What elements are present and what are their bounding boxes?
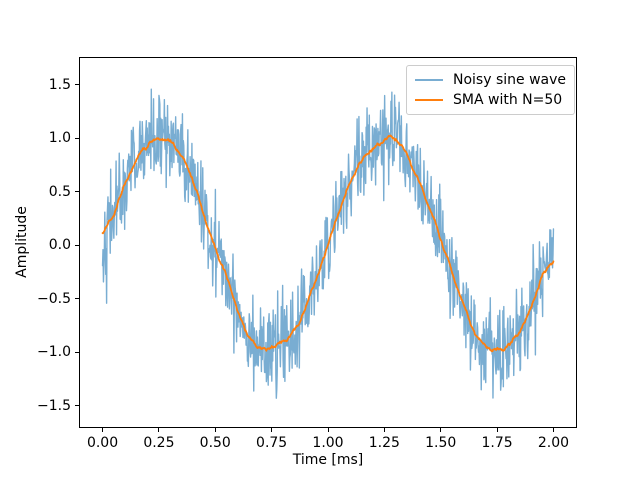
y-tick-label: −0.5 <box>37 290 71 307</box>
x-tick-label: 0.75 <box>256 435 288 451</box>
x-tick-mark <box>214 428 216 432</box>
y-tick-mark <box>75 191 79 193</box>
legend-item-noisy-sine: Noisy sine wave <box>415 70 566 90</box>
x-tick-mark <box>383 428 385 432</box>
legend-item-sma: SMA with N=50 <box>415 90 566 110</box>
chart-canvas <box>80 58 576 427</box>
legend: Noisy sine wave SMA with N=50 <box>406 65 576 115</box>
x-tick-mark <box>496 428 498 432</box>
x-tick-label: 1.75 <box>481 435 513 451</box>
y-tick-mark <box>75 137 79 139</box>
x-tick-mark <box>102 428 104 432</box>
x-tick-label: 0.50 <box>199 435 231 451</box>
y-axis-label: Amplitude <box>14 206 30 278</box>
y-tick-label: −1.0 <box>37 344 71 361</box>
y-tick-mark <box>75 405 79 407</box>
x-tick-mark <box>440 428 442 432</box>
y-tick-label: 1.0 <box>48 130 71 147</box>
y-tick-label: 0.0 <box>48 237 71 254</box>
sma-line-swatch <box>415 99 443 101</box>
x-tick-label: 0.00 <box>86 435 119 451</box>
y-tick-label: −1.5 <box>37 397 71 414</box>
plot-area: 0.00 0.25 0.50 0.75 1.00 1.25 1.50 1.75 2.00 1.5 1… <box>37 57 577 451</box>
x-tick-mark <box>271 428 273 432</box>
x-tick-label: 0.25 <box>143 435 175 451</box>
y-tick-mark <box>75 84 79 86</box>
y-tick-mark <box>75 244 79 246</box>
x-tick-mark <box>552 428 554 432</box>
x-tick-label: 1.25 <box>368 435 400 451</box>
x-tick-label: 1.00 <box>312 435 344 451</box>
legend-label-noisy-sine: Noisy sine wave <box>453 72 567 88</box>
y-tick-label: 1.5 <box>48 76 71 93</box>
y-tick-mark <box>75 351 79 353</box>
y-tick-mark <box>75 298 79 300</box>
x-axis-label: Time [ms] <box>292 452 364 468</box>
noisy-sine-line-swatch <box>415 79 443 81</box>
x-tick-mark <box>158 428 160 432</box>
y-tick-label: 0.5 <box>48 183 71 200</box>
x-tick-label: 1.50 <box>425 435 457 451</box>
x-tick-mark <box>327 428 329 432</box>
x-tick-label: 2.00 <box>537 435 570 451</box>
legend-label-sma: SMA with N=50 <box>453 92 563 108</box>
